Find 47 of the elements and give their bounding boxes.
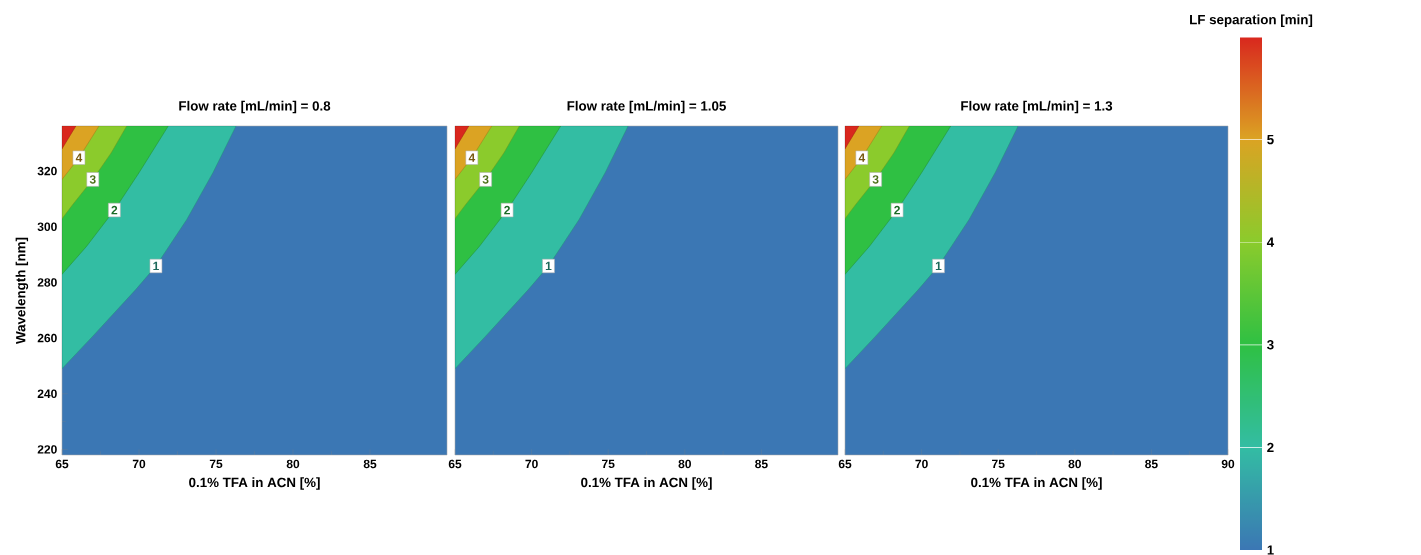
series-label: 4 [75, 153, 83, 162]
color-bar-label: 5 [1267, 134, 1274, 145]
color-bar-label: 2 [1267, 442, 1274, 453]
x-tick-label: 70 [132, 459, 146, 469]
y-tick-label: 260 [37, 333, 57, 343]
series-label: 1 [153, 261, 159, 271]
x-tick-label: 70 [525, 459, 538, 469]
x-tick-label: 80 [1068, 459, 1081, 469]
x-tick-label: 90 [1221, 459, 1235, 469]
series-label: 2 [894, 205, 900, 215]
x-axis-title: 0.1% TFA in ACN [%] [971, 477, 1102, 490]
x-axis-title: 0.1% TFA in ACN [%] [581, 477, 712, 490]
series-label: 4 [858, 153, 866, 162]
x-tick-label: 85 [363, 459, 377, 469]
color-bar-label: 4 [1266, 237, 1275, 247]
color-bar-label: 1 [1267, 545, 1274, 555]
x-tick-label: 80 [286, 459, 300, 469]
color-bar-title: LF separation [min] [1190, 14, 1313, 27]
color-bar-label: 3 [1267, 340, 1274, 350]
y-tick-label: 220 [37, 445, 57, 454]
series-label: 3 [89, 175, 96, 184]
series-label: 2 [111, 205, 118, 215]
x-tick-label: 80 [678, 459, 691, 469]
chart-title: Flow rate [mL/min] = 1.05 [567, 100, 726, 114]
y-tick-label: 300 [37, 222, 57, 231]
series-label: 3 [482, 175, 489, 184]
y-tick-label: 240 [37, 389, 57, 399]
x-tick-label: 65 [55, 459, 69, 469]
x-tick-label: 85 [1145, 459, 1158, 469]
x-tick-label: 75 [602, 459, 615, 469]
series-label: 1 [545, 261, 552, 271]
series-label: 3 [872, 175, 879, 184]
series-label: 4 [468, 153, 476, 162]
y-tick-label: 280 [37, 278, 57, 287]
x-tick-label: 85 [755, 459, 768, 469]
x-axis-title: 0.1% TFA in ACN [%] [189, 477, 320, 490]
x-tick-label: 75 [992, 459, 1005, 469]
x-tick-label: 65 [448, 459, 462, 469]
series-label: 1 [935, 261, 942, 271]
y-tick-label: 320 [37, 166, 57, 176]
x-tick-label: 70 [915, 459, 928, 469]
series-label: 2 [504, 205, 510, 215]
x-tick-label: 75 [209, 459, 223, 469]
chart-title: Flow rate [mL/min] = 0.8 [179, 100, 331, 114]
chart-title: Flow rate [mL/min] = 1.3 [961, 100, 1113, 114]
y-axis-title: Wavelength [nm] [15, 237, 29, 344]
x-tick-label: 65 [838, 459, 852, 469]
